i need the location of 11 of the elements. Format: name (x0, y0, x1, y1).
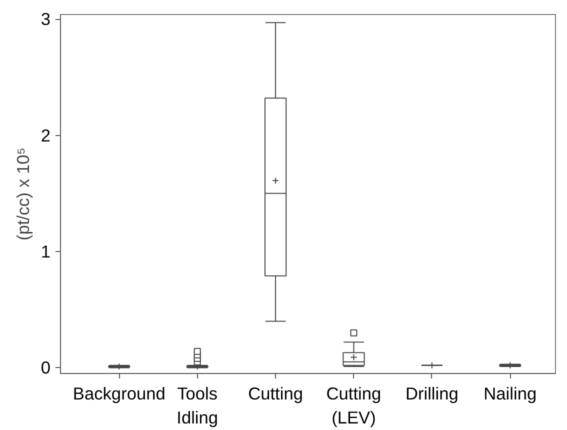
x-tick-label: Drilling (405, 384, 458, 404)
x-tick-label: Cutting (248, 384, 303, 404)
x-tick-label: Cutting (LEV) (326, 384, 382, 428)
y-tick-label: 1 (40, 242, 51, 262)
x-tick-label: Tools Idling (176, 384, 218, 428)
y-tick-label: 0 (40, 358, 51, 378)
x-tick-label: Nailing (484, 384, 537, 404)
y-tick-label: 2 (40, 125, 51, 146)
x-tick-label: Background (72, 384, 166, 404)
y-tick-label: 3 (40, 9, 51, 30)
y-axis-title: (pt/cc) x 10⁵ (12, 148, 33, 240)
